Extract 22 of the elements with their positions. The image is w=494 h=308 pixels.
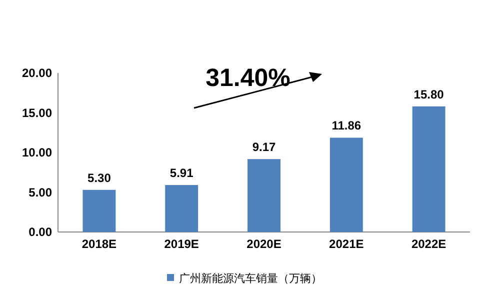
y-tick-label: 20.00: [22, 66, 52, 80]
y-tick-label: 10.00: [22, 146, 52, 160]
x-tick-label: 2019E: [164, 237, 199, 251]
text: 15.80: [414, 87, 444, 102]
x-tick-label: 2022E: [411, 237, 446, 251]
text: 11.86: [332, 118, 362, 133]
text: 5.30: [88, 170, 111, 185]
bar: [165, 185, 198, 232]
bar: [412, 106, 446, 232]
annotation: 31.40%: [206, 64, 290, 92]
bar: [82, 190, 116, 232]
y-tick-label: 5.00: [28, 185, 52, 200]
bar: [330, 138, 363, 232]
legend-label: 广州新能源汽车销量（万辆）: [179, 272, 322, 285]
x-tick-label: 2020E: [246, 237, 282, 251]
x-tick-label: 2021E: [329, 237, 364, 251]
y-tick-label: 15.00: [22, 106, 52, 120]
text: 9.17: [252, 140, 276, 154]
text: 5.91: [170, 166, 194, 180]
x-tick-label: 2018E: [82, 237, 117, 251]
y-tick-label: 0.00: [28, 225, 52, 239]
bar: [248, 159, 280, 232]
